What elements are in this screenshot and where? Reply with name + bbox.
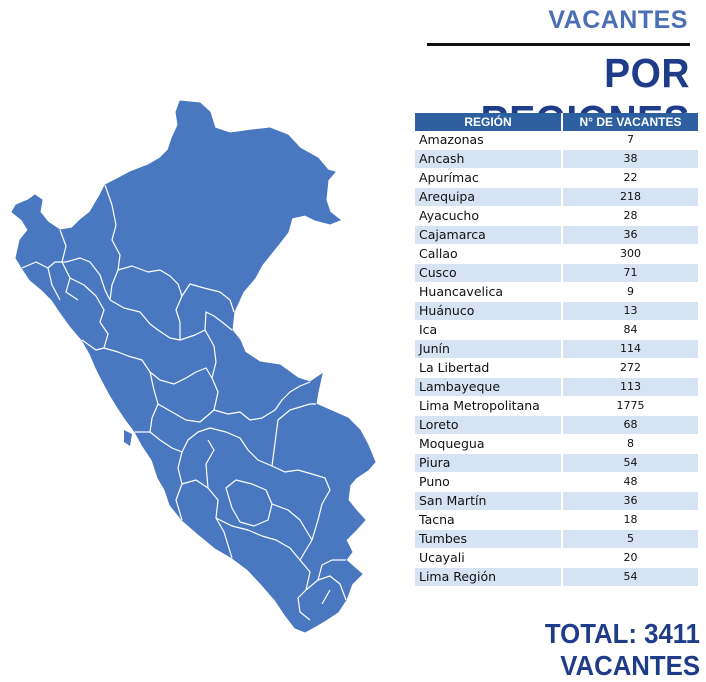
region-vacantes: 54	[562, 567, 698, 587]
region-name: Huánuco	[415, 301, 563, 321]
table-row: Ayacucho 28	[415, 206, 698, 226]
region-vacantes: 68	[562, 415, 698, 435]
table-row: Tumbes 5	[415, 529, 698, 549]
region-vacantes: 36	[562, 491, 698, 511]
region-name: Lima Región	[415, 567, 563, 587]
region-vacantes: 300	[562, 244, 698, 264]
region-vacantes: 1775	[562, 396, 698, 416]
regions-table: REGIÓN N° DE VACANTES Amazonas 7 Ancash 38 A…	[415, 113, 698, 587]
region-name: Loreto	[415, 415, 563, 435]
region-vacantes: 9	[562, 282, 698, 302]
region-vacantes: 38	[562, 149, 698, 169]
region-name: Arequipa	[415, 187, 563, 207]
subtitle-vacantes: VACANTES	[548, 6, 688, 34]
region-name: Tumbes	[415, 529, 563, 549]
region-name: La Libertad	[415, 358, 563, 378]
region-vacantes: 8	[562, 434, 698, 454]
table-header-row: REGIÓN N° DE VACANTES	[415, 113, 698, 131]
region-name: Ica	[415, 320, 563, 340]
table-row: Piura 54	[415, 453, 698, 473]
table-row: Ucayali 20	[415, 548, 698, 568]
region-name: Callao	[415, 244, 563, 264]
region-vacantes: 22	[562, 168, 698, 188]
table-row: Puno 48	[415, 472, 698, 492]
region-vacantes: 36	[562, 225, 698, 245]
region-name: Huancavelica	[415, 282, 563, 302]
table-row: Lambayeque 113	[415, 377, 698, 397]
region-vacantes: 20	[562, 548, 698, 568]
peru-regions-map	[11, 100, 376, 633]
region-name: Moquegua	[415, 434, 563, 454]
region-vacantes: 71	[562, 263, 698, 283]
table-row: Apurímac 22	[415, 168, 698, 188]
region-name: Lambayeque	[415, 377, 563, 397]
region-name: Piura	[415, 453, 563, 473]
peru-map-shape	[11, 100, 376, 633]
total-vacantes: TOTAL: 3411 VACANTES	[544, 618, 700, 681]
region-vacantes: 5	[562, 529, 698, 549]
region-vacantes: 84	[562, 320, 698, 340]
table-row: La Libertad 272	[415, 358, 698, 378]
table-row: Junín 114	[415, 339, 698, 359]
region-name: Apurímac	[415, 168, 563, 188]
table-row: Moquegua 8	[415, 434, 698, 454]
table-row: Amazonas 7	[415, 131, 698, 150]
region-name: Puno	[415, 472, 563, 492]
title-divider	[427, 43, 690, 46]
table-row: Ancash 38	[415, 149, 698, 169]
region-vacantes: 272	[562, 358, 698, 378]
table-row: Tacna 18	[415, 510, 698, 530]
region-vacantes: 54	[562, 453, 698, 473]
table-row: Cusco 71	[415, 263, 698, 283]
region-name: Cajamarca	[415, 225, 563, 245]
table-row: Ica 84	[415, 320, 698, 340]
region-name: Ucayali	[415, 548, 563, 568]
region-name: Cusco	[415, 263, 563, 283]
region-name: San Martín	[415, 491, 563, 511]
table-row: Arequipa 218	[415, 187, 698, 207]
region-vacantes: 218	[562, 187, 698, 207]
table-row: San Martín 36	[415, 491, 698, 511]
region-name: Lima Metropolitana	[415, 396, 563, 416]
region-name: Ancash	[415, 149, 563, 169]
region-vacantes: 7	[562, 131, 698, 150]
region-vacantes: 13	[562, 301, 698, 321]
region-borders	[21, 184, 347, 621]
region-name: Junín	[415, 339, 563, 359]
header-region: REGIÓN	[415, 113, 563, 131]
region-name: Tacna	[415, 510, 563, 530]
table-row: Huánuco 13	[415, 301, 698, 321]
region-vacantes: 48	[562, 472, 698, 492]
region-vacantes: 18	[562, 510, 698, 530]
table-row: Lima Metropolitana 1775	[415, 396, 698, 416]
table-row: Cajamarca 36	[415, 225, 698, 245]
table-row: Callao 300	[415, 244, 698, 264]
region-vacantes: 113	[562, 377, 698, 397]
region-vacantes: 114	[562, 339, 698, 359]
header-vacantes: N° DE VACANTES	[562, 113, 698, 131]
table-row: Lima Región 54	[415, 567, 698, 587]
region-vacantes: 28	[562, 206, 698, 226]
table-row: Huancavelica 9	[415, 282, 698, 302]
region-name: Amazonas	[415, 131, 563, 150]
table-row: Loreto 68	[415, 415, 698, 435]
region-name: Ayacucho	[415, 206, 563, 226]
